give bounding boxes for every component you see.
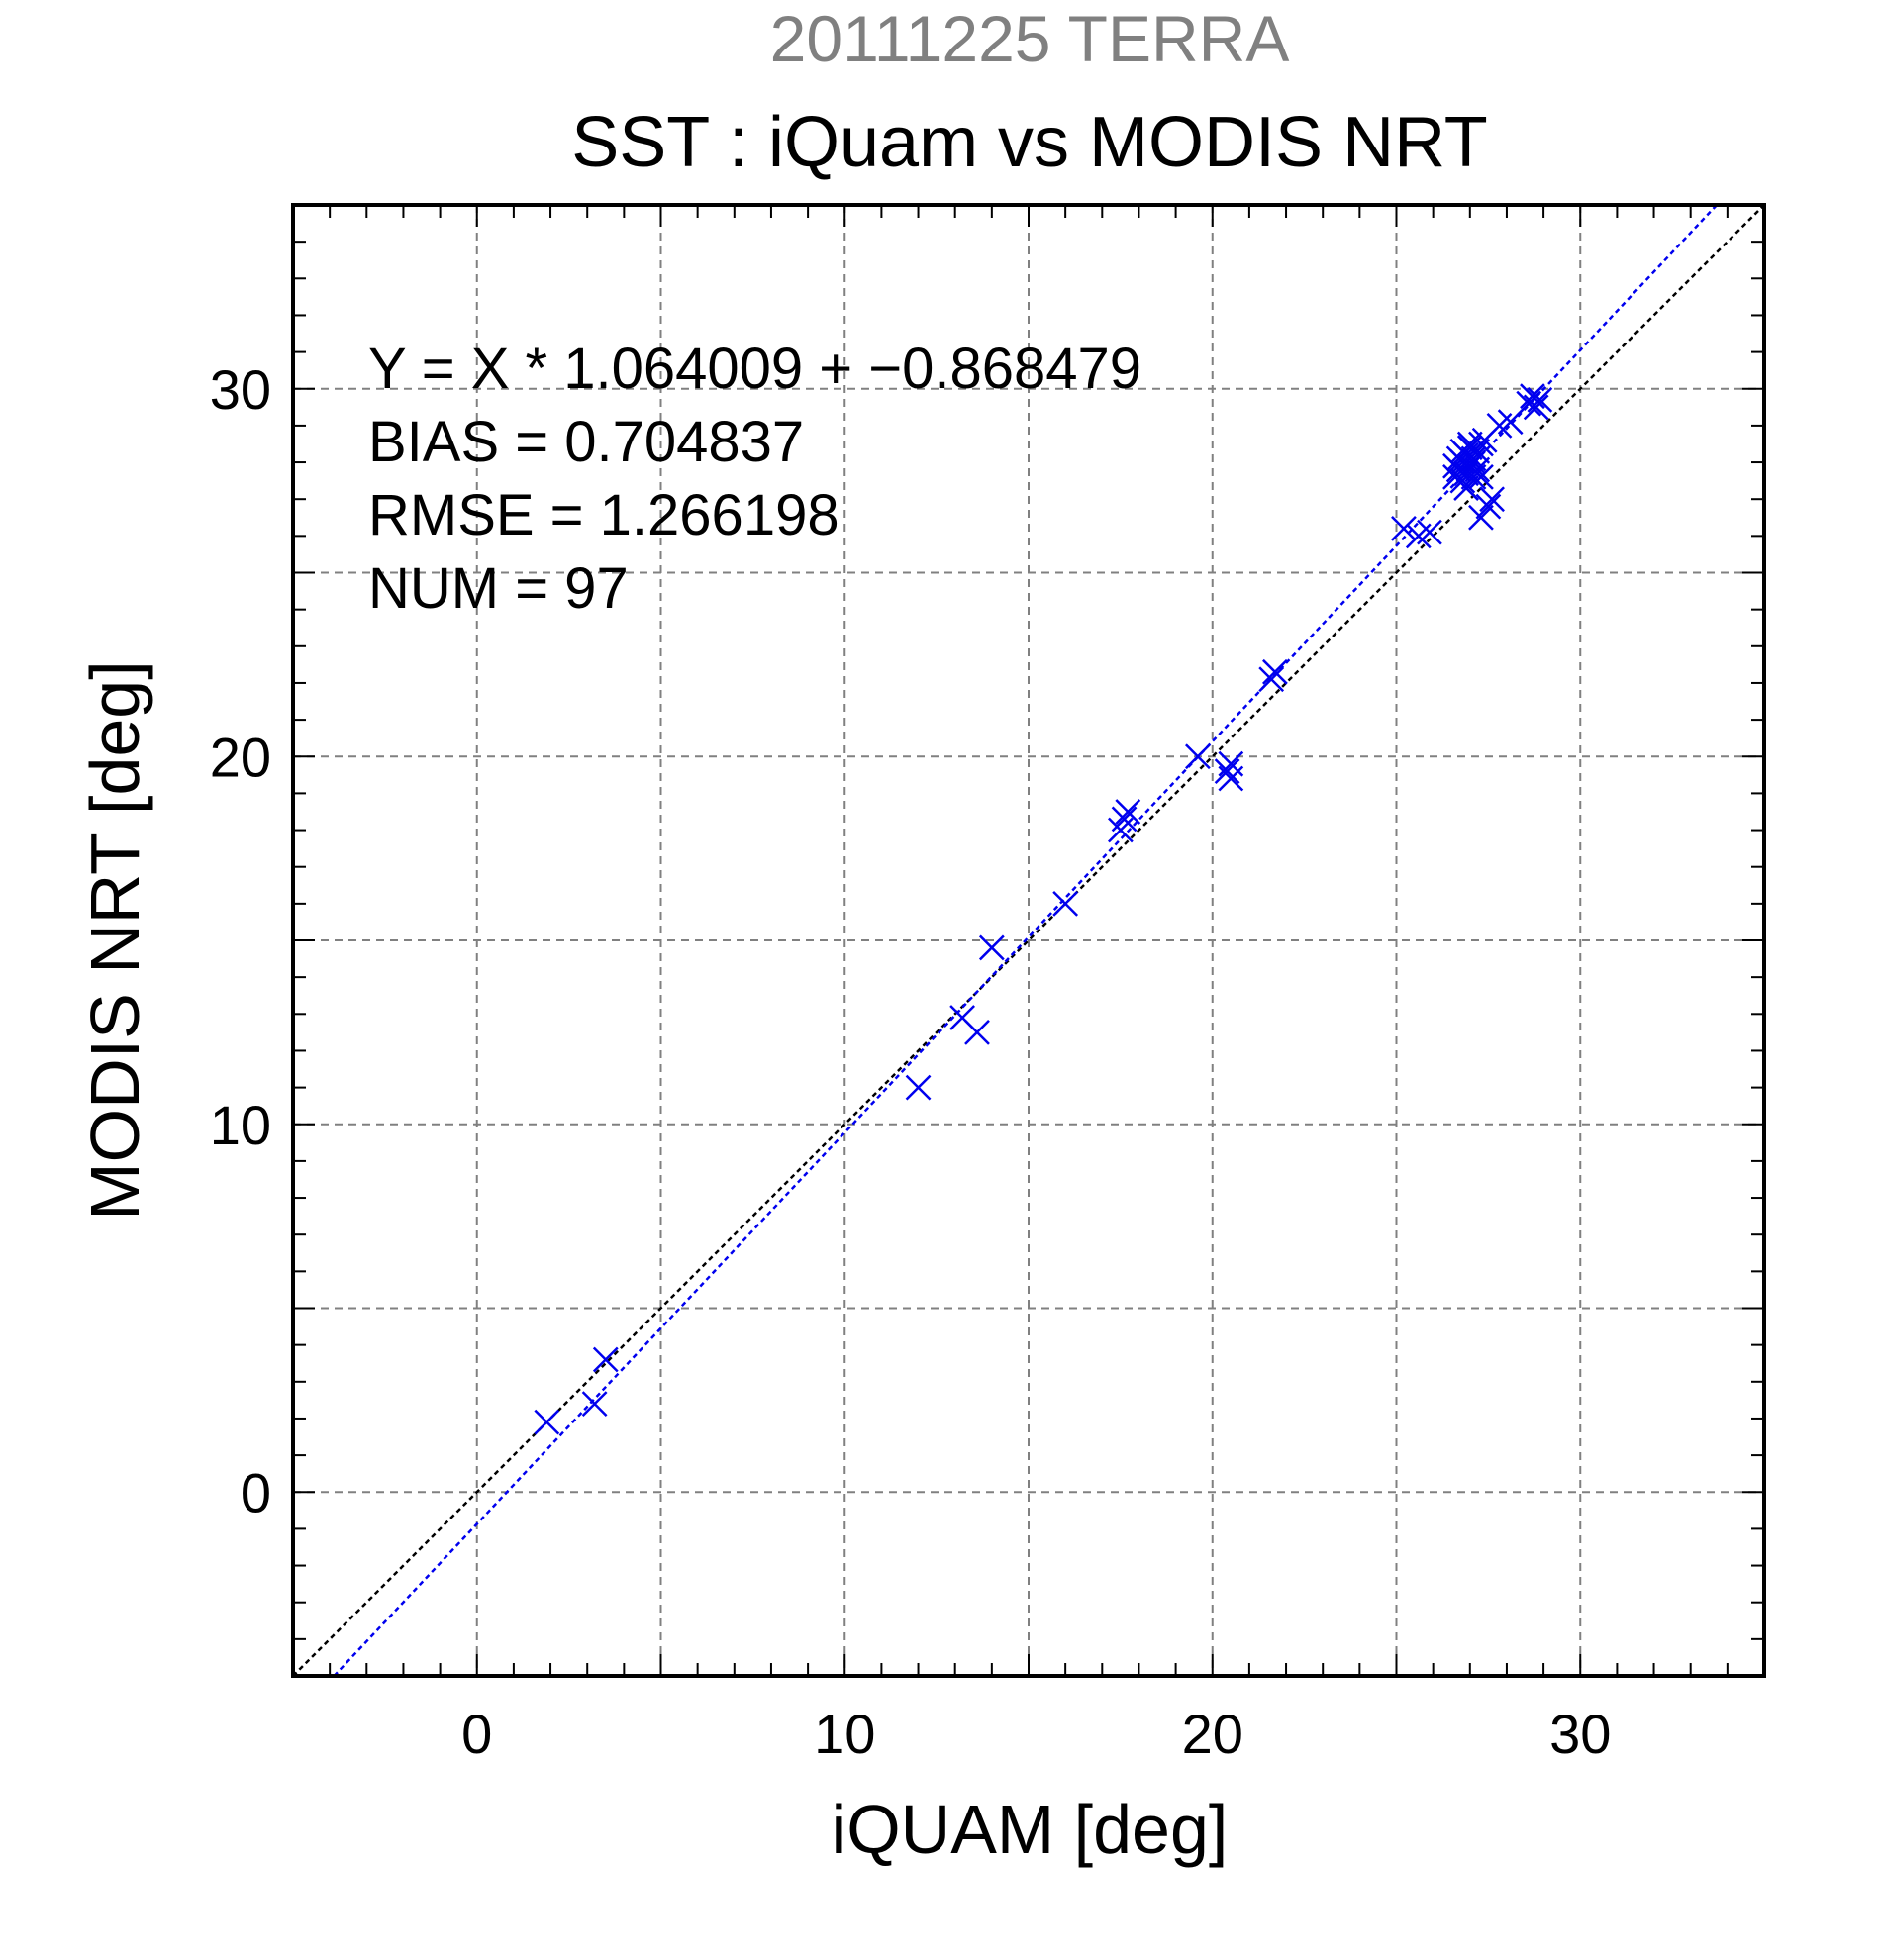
y-tick-label: 0	[241, 1461, 271, 1523]
data-point	[1523, 394, 1549, 421]
data-point	[1468, 504, 1494, 531]
x-tick-label: 0	[461, 1703, 492, 1765]
data-point	[964, 1019, 990, 1045]
data-point	[1464, 456, 1491, 483]
minor-ticks	[293, 205, 1764, 1676]
chart-title: SST : iQuam vs MODIS NRT	[571, 103, 1488, 182]
data-point	[1391, 516, 1417, 541]
stats-text: Y = X * 1.064009 + −0.868479 BIAS = 0.704…	[368, 337, 1141, 621]
data-point	[1445, 445, 1472, 472]
data-point	[1468, 464, 1494, 490]
y-tick-label: 30	[210, 358, 271, 421]
y-axis-label: MODIS NRT [deg]	[76, 660, 153, 1220]
y-tick-label: 20	[210, 726, 271, 788]
data-point	[1218, 750, 1244, 777]
y-tick-labels: 0 10 20 30	[210, 358, 271, 1524]
data-points	[534, 383, 1553, 1435]
data-point	[1417, 519, 1442, 545]
data-point	[905, 1074, 932, 1101]
stats-line: NUM = 97	[368, 556, 629, 621]
data-point	[978, 934, 1005, 961]
stats-line: Y = X * 1.064009 + −0.868479	[368, 337, 1141, 401]
x-tick-label: 20	[1182, 1703, 1243, 1765]
stats-line: BIAS = 0.704837	[368, 410, 804, 474]
data-point	[1460, 449, 1487, 475]
reference-lines	[292, 204, 1765, 1677]
y-tick-label: 10	[210, 1094, 271, 1156]
data-point	[1052, 890, 1079, 917]
data-point	[1262, 658, 1288, 685]
plot-frame	[291, 203, 1766, 1678]
x-tick-label: 10	[814, 1703, 875, 1765]
data-point	[1115, 799, 1141, 825]
data-point	[1111, 806, 1138, 833]
data-point	[534, 1409, 560, 1435]
chart-top-title: 20111225 TERRA	[770, 2, 1290, 75]
fit-line	[333, 204, 1719, 1677]
data-point	[1185, 743, 1211, 770]
data-point	[1258, 666, 1285, 693]
x-axis-label: iQUAM [deg]	[832, 1791, 1229, 1868]
data-point	[1479, 486, 1505, 513]
data-point	[581, 1391, 608, 1417]
x-tick-label: 30	[1549, 1703, 1611, 1765]
data-point	[1218, 765, 1244, 792]
data-point	[1214, 758, 1240, 784]
grid	[293, 205, 1764, 1676]
stats-line: RMSE = 1.266198	[368, 483, 840, 547]
data-point	[1453, 475, 1479, 501]
data-point	[1475, 493, 1502, 520]
data-point	[592, 1346, 619, 1373]
data-point	[1527, 387, 1553, 413]
x-tick-labels: 0 10 20 30	[461, 1703, 1611, 1765]
